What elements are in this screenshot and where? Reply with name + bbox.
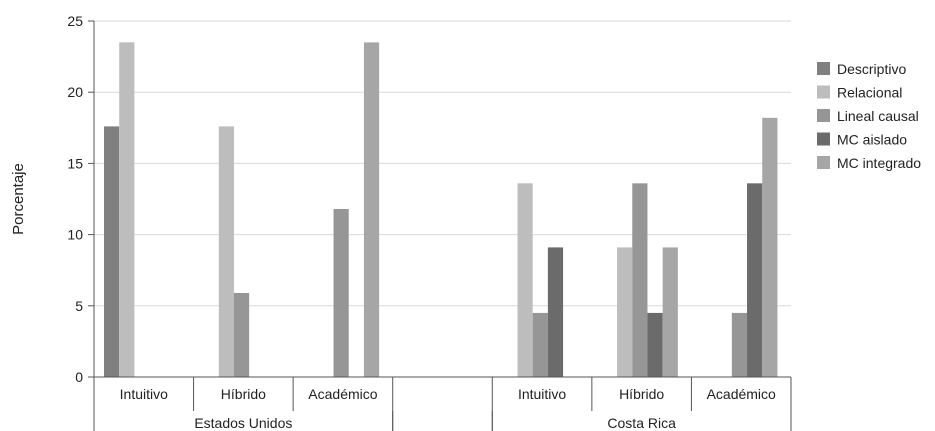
y-tick-label: 0 (75, 369, 83, 385)
legend-label: MC aislado (837, 132, 907, 148)
y-tick-label: 10 (67, 227, 83, 243)
legend-label: Relacional (837, 85, 902, 101)
bar (632, 183, 648, 377)
axes (88, 20, 792, 431)
x-category-label: Híbrido (619, 386, 664, 402)
y-axis-label: Porcentaje (10, 163, 27, 235)
bar (233, 292, 250, 377)
legend-label: Descriptivo (837, 61, 906, 77)
bar (119, 42, 135, 378)
bar (662, 247, 678, 377)
bar (333, 208, 349, 377)
bar (747, 183, 763, 377)
bar (547, 247, 564, 377)
y-tick-labels: 0 5 10 15 20 25 (67, 13, 83, 385)
bar (647, 312, 663, 377)
bar (617, 247, 633, 377)
bar (731, 312, 748, 377)
x-group-label: Estados Unidos (194, 415, 292, 431)
bar (762, 117, 778, 377)
legend-swatch (817, 156, 830, 169)
legend-swatch (817, 132, 830, 146)
bar (218, 126, 234, 377)
bar (104, 126, 120, 377)
x-category-label: Académico (707, 386, 776, 402)
x-category-label: Híbrido (221, 386, 266, 402)
x-category-label: Intuitivo (120, 386, 168, 402)
legend: Descriptivo Relacional Lineal causal MC ais… (817, 61, 921, 171)
x-group-label: Costa Rica (607, 415, 676, 431)
grid-lines (94, 20, 791, 307)
y-tick-label: 15 (67, 155, 83, 171)
bar (517, 183, 533, 377)
legend-swatch (817, 109, 830, 122)
legend-swatch (817, 85, 830, 99)
y-tick-label: 5 (75, 298, 83, 314)
y-tick-label: 25 (67, 13, 83, 29)
bar (532, 312, 548, 377)
legend-swatch (817, 62, 830, 75)
legend-label: MC integrado (837, 155, 921, 171)
bar (363, 42, 380, 378)
legend-label: Lineal causal (837, 108, 919, 124)
x-category-label: Intuitivo (518, 386, 566, 402)
x-category-label: Académico (308, 386, 377, 402)
bars (104, 42, 778, 378)
y-tick-label: 20 (67, 84, 83, 100)
x-category-labels: Intuitivo Híbrido Académico Intuitivo Híbrid… (120, 386, 776, 431)
